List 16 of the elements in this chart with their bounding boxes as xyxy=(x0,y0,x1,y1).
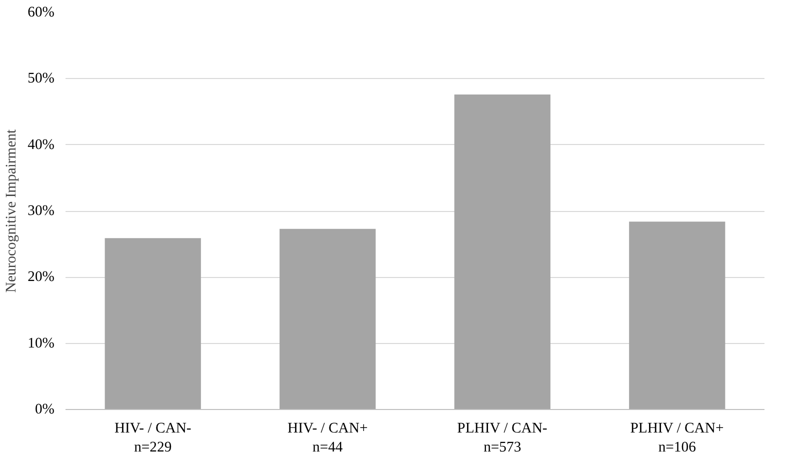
y-tick-label: 30% xyxy=(28,203,55,219)
x-tick-label: HIV- / CAN- n=229 xyxy=(114,420,192,456)
x-tick-label: PLHIV / CAN+ n=106 xyxy=(630,420,724,456)
y-tick-label: 20% xyxy=(28,269,55,286)
y-tick-label: 60% xyxy=(28,4,55,20)
y-tick-label: 40% xyxy=(28,136,55,153)
bar xyxy=(629,222,726,410)
y-tick-label: 10% xyxy=(28,335,55,352)
bar xyxy=(104,238,201,410)
y-axis-title: Neurocognitive Impairment xyxy=(4,129,20,293)
bar xyxy=(454,94,550,410)
x-tick-label: PLHIV / CAN- n=573 xyxy=(457,420,548,456)
y-tick-label: 0% xyxy=(34,402,55,418)
y-tick-label: 50% xyxy=(28,70,55,87)
x-tick-label: HIV- / CAN+ n=44 xyxy=(288,420,368,456)
bar xyxy=(280,228,376,410)
